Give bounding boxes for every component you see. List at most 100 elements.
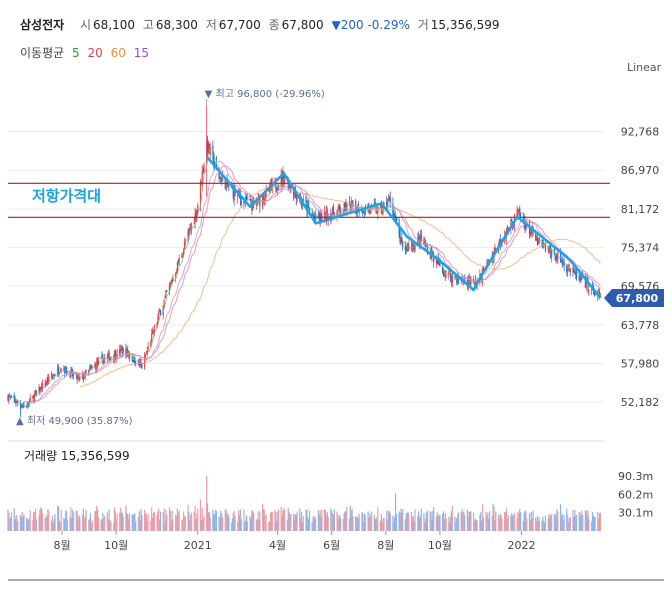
candle-body <box>21 406 23 408</box>
volume-bar <box>101 520 103 531</box>
candle-body <box>190 223 193 231</box>
candle-body <box>60 369 62 372</box>
volume-bar <box>404 519 406 531</box>
candle-body <box>131 356 133 360</box>
volume-bar <box>245 515 248 531</box>
volume-bar <box>127 514 129 531</box>
candle-body <box>389 198 391 203</box>
volume-bar <box>153 511 155 531</box>
candle-body <box>412 243 414 249</box>
candle-body <box>9 396 11 398</box>
candle-body <box>537 239 539 244</box>
volume-label: 거 <box>417 18 429 32</box>
volume-bar <box>175 514 177 531</box>
volume-bar <box>376 517 378 531</box>
candle-body <box>48 376 50 384</box>
volume-bar <box>526 518 528 531</box>
volume-bar <box>133 514 135 531</box>
volume-bar <box>395 513 398 531</box>
price-tick-label: 75,374 <box>621 242 660 255</box>
volume-bar <box>50 520 53 531</box>
volume-bar <box>269 513 272 531</box>
volume-bar <box>441 513 444 531</box>
volume-bar <box>288 511 290 531</box>
volume-bar <box>321 509 323 531</box>
candle-body <box>29 397 31 400</box>
candle-body <box>510 219 512 229</box>
ma-20[interactable]: 20 <box>87 46 103 60</box>
volume-bar <box>16 515 18 531</box>
ma-15[interactable]: 15 <box>133 46 149 60</box>
volume-bar <box>171 510 173 531</box>
volume-bar <box>88 520 90 531</box>
volume-bar <box>337 514 339 531</box>
ma-5[interactable]: 5 <box>72 46 80 60</box>
volume-bar <box>356 516 359 531</box>
volume-bar <box>575 514 578 531</box>
candle-body <box>413 247 415 249</box>
volume-bar <box>599 512 602 531</box>
volume-bar <box>575 516 577 531</box>
volume-bar <box>519 508 521 531</box>
candle-body <box>442 271 445 277</box>
candle-body <box>544 244 547 251</box>
candle-body <box>313 214 315 218</box>
candle-body <box>448 272 450 277</box>
volume-bar <box>59 521 61 531</box>
volume-bar <box>283 507 285 531</box>
volume-bar <box>580 515 582 531</box>
volume-bar <box>494 520 496 531</box>
volume-bar <box>588 518 590 531</box>
volume-bar <box>292 513 295 531</box>
volume-bar <box>333 509 335 531</box>
volume-bar <box>150 520 152 531</box>
volume-bar <box>90 523 92 531</box>
volume-bar <box>231 518 233 531</box>
volume-bar <box>274 509 276 531</box>
candle-body <box>259 198 261 207</box>
volume-bar <box>84 516 86 531</box>
candle-body <box>164 295 166 298</box>
volume-bar <box>102 512 104 531</box>
volume-bar <box>435 516 437 531</box>
volume-bar <box>295 514 297 531</box>
scale-toggle[interactable]: Linear <box>627 61 662 74</box>
candle-body <box>256 204 258 206</box>
volume-bar <box>58 520 61 531</box>
volume-bar <box>386 510 388 531</box>
volume-bar <box>566 508 568 531</box>
volume-bar <box>88 518 91 531</box>
candle-body <box>187 231 189 242</box>
volume-bar <box>361 512 363 531</box>
candle-body <box>35 390 37 393</box>
candle-body <box>560 259 563 263</box>
volume-bar <box>386 519 389 531</box>
candle-body <box>203 163 205 173</box>
volume-tick-label: 60.2m <box>618 488 653 501</box>
candle-body <box>402 242 404 247</box>
volume-bar <box>442 511 445 531</box>
ma-60[interactable]: 60 <box>110 46 126 60</box>
volume-bar <box>189 520 191 531</box>
volume-bar <box>293 520 296 531</box>
volume-bar <box>261 504 264 531</box>
candle-body <box>437 257 439 265</box>
volume-bar <box>286 519 288 531</box>
volume-bar <box>212 509 214 531</box>
candle-body <box>332 207 334 213</box>
volume-bar <box>485 511 487 531</box>
candle-body <box>165 291 167 296</box>
candle-body <box>281 173 283 183</box>
volume-bar <box>270 511 273 531</box>
candle-body <box>311 212 313 215</box>
volume-bar <box>296 511 298 531</box>
volume-bar <box>218 516 220 531</box>
candle-body <box>125 347 127 356</box>
volume-bar <box>412 516 414 531</box>
candle-body <box>77 377 79 379</box>
volume-bar <box>78 514 80 531</box>
volume-bar <box>69 516 71 531</box>
volume-bar <box>232 513 234 531</box>
volume-bar <box>399 512 401 531</box>
